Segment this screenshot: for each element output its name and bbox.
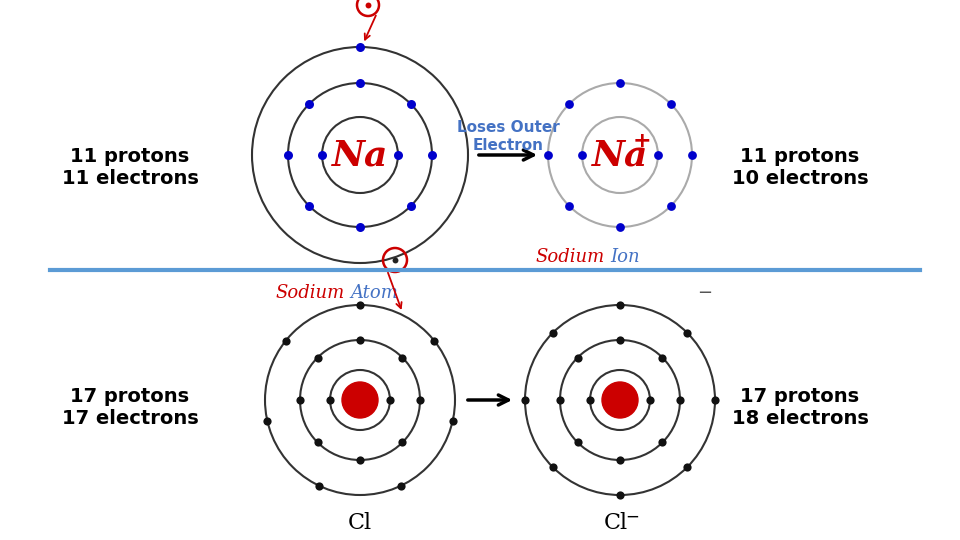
Point [352, 301, 368, 309]
Text: Loses Outer: Loses Outer [457, 119, 560, 134]
Point [311, 481, 326, 490]
Point [663, 100, 679, 109]
Point [655, 353, 670, 362]
Point [570, 353, 586, 362]
Point [403, 201, 419, 210]
Point [310, 353, 325, 362]
Point [650, 151, 665, 159]
Point [545, 463, 561, 471]
Point [280, 151, 296, 159]
Point [680, 463, 695, 471]
Point [680, 328, 695, 337]
Point [444, 417, 460, 426]
Text: Electron: Electron [472, 138, 543, 152]
Point [612, 79, 628, 87]
Point [612, 336, 628, 345]
Point [278, 336, 294, 345]
Point [323, 396, 338, 404]
Point [612, 301, 628, 309]
Point [708, 396, 723, 404]
Point [360, 1, 375, 9]
Point [260, 417, 276, 426]
Point [570, 438, 586, 447]
Circle shape [602, 382, 638, 418]
Text: 11 protons
10 electrons: 11 protons 10 electrons [732, 147, 868, 188]
Point [352, 43, 368, 51]
Point [413, 396, 428, 404]
Point [301, 201, 317, 210]
Text: Na: Na [591, 138, 648, 172]
Point [517, 396, 533, 404]
Point [382, 396, 397, 404]
Text: 17 protons
18 electrons: 17 protons 18 electrons [732, 388, 869, 429]
Point [540, 151, 556, 159]
Circle shape [342, 382, 378, 418]
Text: Sodium: Sodium [536, 248, 605, 266]
Point [314, 151, 329, 159]
Point [391, 151, 406, 159]
Point [663, 201, 679, 210]
Text: Cl: Cl [348, 512, 372, 534]
Point [301, 100, 317, 109]
Point [352, 336, 368, 345]
Text: 17 protons
17 electrons: 17 protons 17 electrons [61, 388, 199, 429]
Point [403, 100, 419, 109]
Point [310, 438, 325, 447]
Text: +: + [633, 131, 651, 151]
Text: Cl: Cl [604, 512, 628, 534]
Point [545, 328, 561, 337]
Text: Na: Na [332, 138, 388, 172]
Text: Atom: Atom [350, 284, 397, 302]
Point [672, 396, 687, 404]
Point [552, 396, 567, 404]
Point [684, 151, 700, 159]
Point [424, 151, 440, 159]
Point [574, 151, 589, 159]
Point [352, 79, 368, 87]
Text: Ion: Ion [610, 248, 639, 266]
Point [352, 456, 368, 464]
Point [655, 438, 670, 447]
Point [562, 100, 577, 109]
Point [387, 255, 402, 264]
Point [583, 396, 598, 404]
Text: −: − [625, 508, 639, 526]
Point [394, 481, 409, 490]
Point [352, 222, 368, 231]
Point [612, 456, 628, 464]
Point [612, 491, 628, 500]
Text: Sodium: Sodium [276, 284, 345, 302]
Text: 11 protons
11 electrons: 11 protons 11 electrons [61, 147, 199, 188]
Text: −: − [697, 284, 712, 302]
Point [292, 396, 307, 404]
Point [426, 336, 442, 345]
Point [612, 222, 628, 231]
Point [395, 438, 410, 447]
Point [395, 353, 410, 362]
Point [562, 201, 577, 210]
Point [642, 396, 658, 404]
